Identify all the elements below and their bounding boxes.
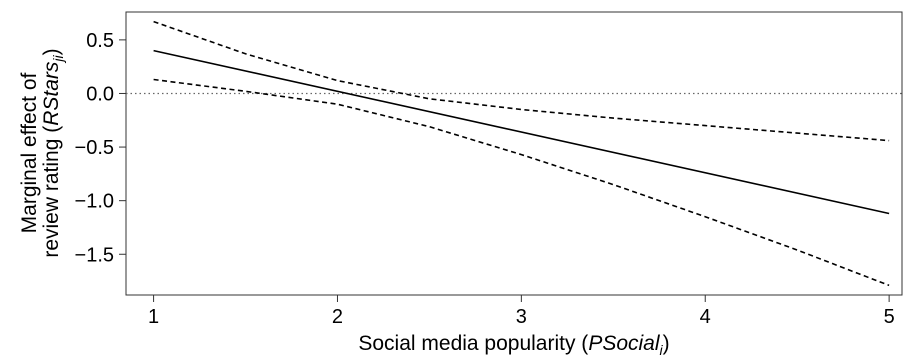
x-axis-ticks: 1 2 3 4 5 <box>148 295 895 328</box>
y-axis-ticks: 0.5 0.0 −0.5 −1.0 −1.5 <box>75 30 126 266</box>
y-axis-title: Marginal effect of review rating (RStars… <box>18 48 66 257</box>
x-axis-title-subscript: i <box>660 342 664 358</box>
y-tick-label: 0.5 <box>86 30 114 52</box>
y-tick-label: −0.5 <box>75 137 114 159</box>
y-tick-label: −1.5 <box>75 244 114 266</box>
x-tick-label: 1 <box>148 306 159 328</box>
upper-confidence-bound-line <box>153 20 890 142</box>
y-tick-label: −1.0 <box>75 191 114 213</box>
plot-frame <box>125 11 903 296</box>
lower-confidence-bound-line <box>153 78 890 287</box>
series-layer <box>153 20 890 287</box>
x-tick-label: 2 <box>332 306 343 328</box>
y-axis-title-line2-symbol: RStars <box>40 61 63 126</box>
x-tick-label: 4 <box>700 306 711 328</box>
x-tick-label: 5 <box>884 306 895 328</box>
y-axis-title-line1: Marginal effect of <box>18 72 41 233</box>
x-axis-title-prefix: Social media popularity ( <box>358 332 588 355</box>
x-tick-label: 3 <box>516 306 527 328</box>
estimate-line <box>153 49 890 215</box>
y-axis-title-line2-suffix: ) <box>40 48 63 55</box>
x-axis-title-symbol: PSocial <box>588 332 661 355</box>
x-axis-title-suffix: ) <box>663 332 670 355</box>
x-axis-title: Social media popularity (PSociali) <box>358 332 669 358</box>
y-tick-label: 0.0 <box>86 83 114 105</box>
y-axis-title-line2: review rating (RStarsji) <box>40 48 66 257</box>
y-axis-title-line2-prefix: review rating ( <box>40 126 63 258</box>
y-axis-title-line2-subscript: ji <box>50 54 66 63</box>
